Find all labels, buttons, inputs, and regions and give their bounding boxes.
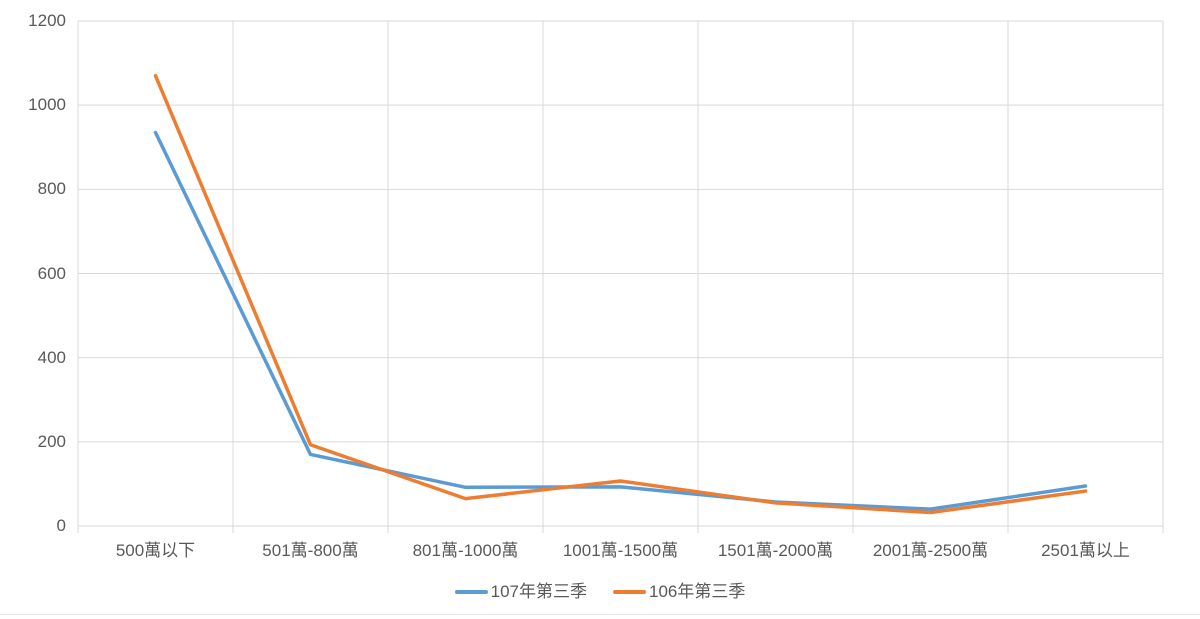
series-line-1 (153, 73, 1088, 515)
legend-label: 107年第三季 (490, 582, 587, 601)
legend-line-swatch (454, 590, 488, 594)
series-line-0 (153, 130, 1088, 511)
legend-item-0: 107年第三季 (454, 581, 587, 603)
legend-label: 106年第三季 (649, 582, 746, 601)
legend-line-swatch (613, 590, 646, 594)
chart-bottom-border (0, 614, 1200, 615)
chart-legend: 107年第三季 106年第三季 (0, 579, 1200, 605)
legend-item-1: 106年第三季 (613, 581, 745, 603)
